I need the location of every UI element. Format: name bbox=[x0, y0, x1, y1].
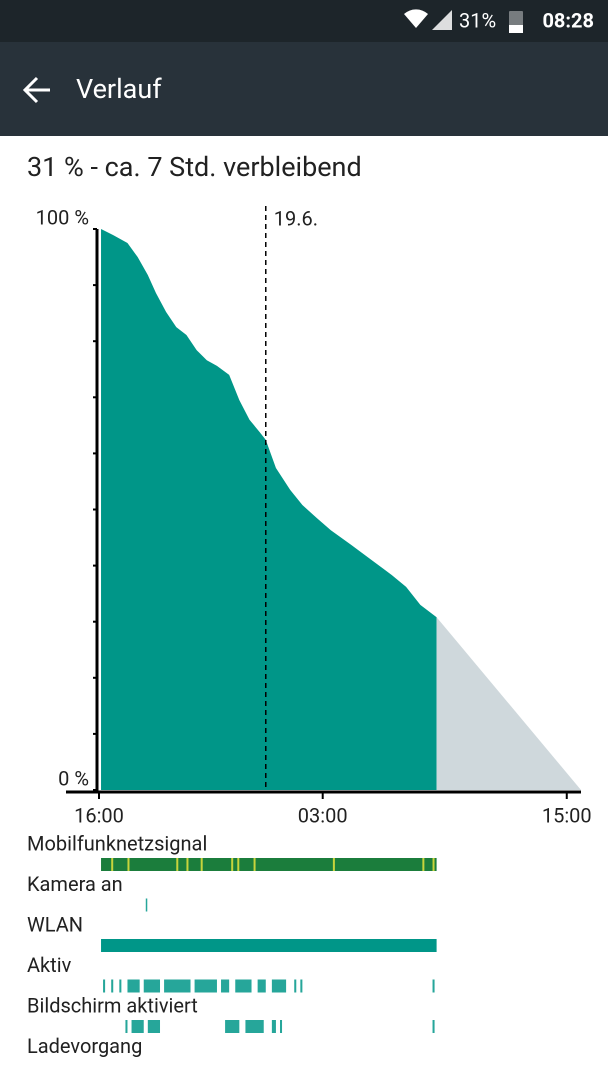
track-segment bbox=[271, 979, 287, 993]
track-segment bbox=[245, 1020, 264, 1033]
track-label: Kamera an bbox=[27, 872, 123, 896]
track-segment bbox=[147, 1020, 161, 1033]
battery-summary: 31 % - ca. 7 Std. verbleibend bbox=[27, 151, 362, 183]
track-segment bbox=[271, 1020, 276, 1033]
track-segment bbox=[221, 979, 230, 993]
app-title: Verlauf bbox=[76, 73, 162, 105]
clock: 08:28 bbox=[542, 8, 594, 32]
prediction-area bbox=[436, 617, 581, 790]
track-highlight bbox=[253, 858, 256, 871]
x-tick-label: 16:00 bbox=[74, 803, 124, 827]
back-button[interactable] bbox=[22, 76, 50, 104]
track-highlight bbox=[332, 858, 335, 871]
track-segment bbox=[194, 979, 217, 993]
status-bar bbox=[0, 0, 608, 42]
date-label: 19.6. bbox=[274, 206, 318, 230]
track-highlight bbox=[186, 858, 189, 871]
y-tick-label: 100 % bbox=[36, 205, 89, 229]
track-label: Bildschirm aktiviert bbox=[27, 993, 198, 1017]
x-tick-label: 03:00 bbox=[298, 803, 348, 827]
track-segment bbox=[300, 979, 303, 993]
track-highlight bbox=[422, 858, 425, 871]
battery-area bbox=[101, 229, 437, 790]
app-bar bbox=[0, 42, 608, 136]
wifi-icon bbox=[404, 9, 428, 28]
track-highlight bbox=[111, 858, 114, 871]
track-segment bbox=[294, 979, 297, 993]
y-tick-label: 0 % bbox=[58, 766, 89, 790]
x-tick-label: 15:00 bbox=[542, 803, 592, 827]
signal-icon bbox=[432, 10, 452, 30]
track-segment bbox=[225, 1020, 240, 1033]
track-segment bbox=[432, 1020, 435, 1033]
track-label: Aktiv bbox=[27, 953, 72, 977]
track-label: WLAN bbox=[27, 912, 83, 936]
track-segment bbox=[131, 1020, 144, 1033]
track-highlight bbox=[231, 858, 234, 871]
battery-percent: 31% bbox=[459, 8, 496, 32]
track-segment bbox=[119, 979, 122, 993]
track-highlight bbox=[432, 858, 435, 871]
track-segment bbox=[257, 979, 266, 993]
track-highlight bbox=[237, 858, 240, 871]
track-segment bbox=[164, 979, 191, 993]
track-label: Ladevorgang bbox=[27, 1034, 142, 1058]
track-segment bbox=[101, 939, 437, 952]
track-segment bbox=[101, 858, 437, 871]
track-segment bbox=[143, 979, 161, 993]
track-label: Mobilfunknetzsignal bbox=[27, 831, 207, 855]
track-highlight bbox=[200, 858, 203, 871]
track-highlight bbox=[176, 858, 179, 871]
track-highlight bbox=[127, 858, 130, 871]
battery-level bbox=[509, 25, 523, 33]
track-segment bbox=[103, 979, 106, 993]
status-icons bbox=[404, 9, 523, 33]
track-segment bbox=[125, 1020, 128, 1033]
track-segment bbox=[127, 979, 140, 993]
track-segment bbox=[111, 979, 114, 993]
track-segment bbox=[280, 1020, 283, 1033]
track-segment bbox=[235, 979, 252, 993]
track-segment bbox=[145, 898, 148, 912]
track-segment bbox=[432, 979, 435, 993]
